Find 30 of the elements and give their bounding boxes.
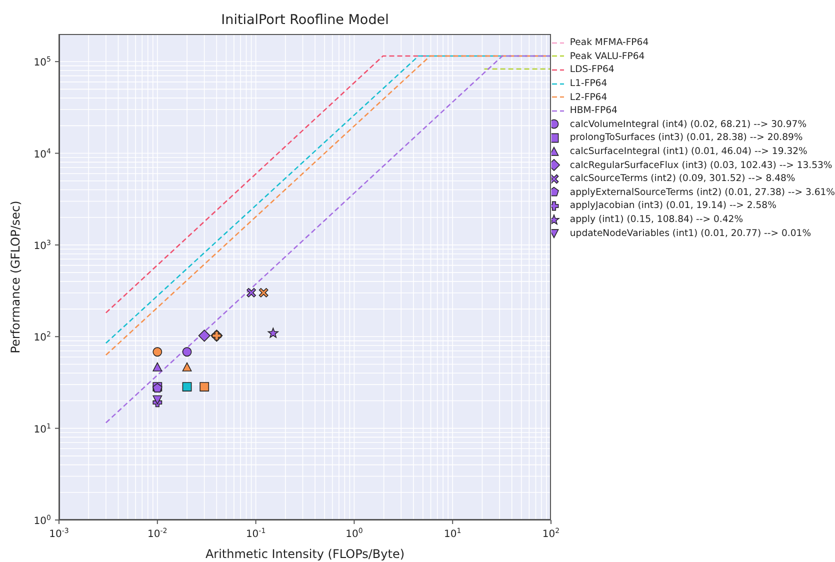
- legend-label: LDS-FP64: [570, 64, 614, 76]
- legend-label: applyExternalSourceTerms (int2) (0.01, 27.38) --> 3.61%: [570, 186, 835, 198]
- y-tick-label: 10$^{1}$: [34, 422, 51, 436]
- y-tick-label: 10$^{3}$: [34, 238, 51, 252]
- legend-label: apply (int1) (0.15, 108.84) --> 0.42%: [570, 214, 744, 226]
- legend-label: Peak VALU-FP64: [570, 50, 645, 62]
- legend-label: calcSurfaceIntegral (int1) (0.01, 46.04) --> 19.32%: [570, 146, 808, 158]
- legend-label: calcSourceTerms (int2) (0.09, 301.52) --> 8.48%: [570, 173, 796, 184]
- x-tick-label: 10$^{1}$: [444, 527, 462, 540]
- y-tick-label: 10$^{4}$: [34, 147, 52, 160]
- y-tick-label: 10$^{5}$: [34, 56, 51, 69]
- legend-label: applyJacobian (int3) (0.01, 19.14) --> 2.58%: [570, 200, 776, 212]
- y-tick-label: 10$^{2}$: [34, 330, 51, 344]
- legend-label: updateNodeVariables (int1) (0.01, 20.77) --> 0.01%: [570, 228, 812, 239]
- legend-label: HBM-FP64: [570, 105, 618, 116]
- x-tick-label: 10$^{-1}$: [246, 527, 266, 540]
- x-tick-label: 10$^{-2}$: [148, 527, 168, 540]
- x-axis-title: Arithmetic Intensity (FLOPs/Byte): [205, 547, 405, 561]
- x-tick-label: 10$^{2}$: [542, 527, 560, 540]
- x-tick-label: 10$^{-3}$: [49, 527, 69, 540]
- legend-label: L2-FP64: [570, 92, 608, 103]
- legend-label: Peak MFMA-FP64: [570, 37, 649, 48]
- chart-title: InitialPort Roofline Model: [220, 12, 390, 28]
- y-tick-label: 10$^{0}$: [34, 514, 51, 527]
- legend-label: prolongToSurfaces (int3) (0.01, 28.38) --> 20.89%: [570, 132, 803, 144]
- legend-label: calcRegularSurfaceFlux (int3) (0.03, 102.43) --> 13.53%: [570, 160, 832, 171]
- legend-label: L1-FP64: [570, 78, 608, 90]
- x-tick-label: 10$^{0}$: [346, 527, 363, 540]
- legend-label: calcVolumeIntegral (int4) (0.02, 68.21) --> 30.97%: [570, 118, 807, 130]
- y-axis-title: Performance (GFLOP/sec): [8, 200, 22, 354]
